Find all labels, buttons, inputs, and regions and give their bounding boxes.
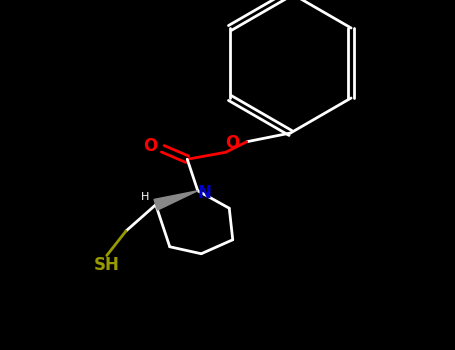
Text: O: O	[143, 137, 157, 155]
Text: O: O	[226, 134, 240, 153]
Text: N: N	[197, 183, 211, 202]
Polygon shape	[154, 191, 198, 210]
Text: SH: SH	[94, 256, 120, 274]
Text: H: H	[141, 192, 149, 202]
